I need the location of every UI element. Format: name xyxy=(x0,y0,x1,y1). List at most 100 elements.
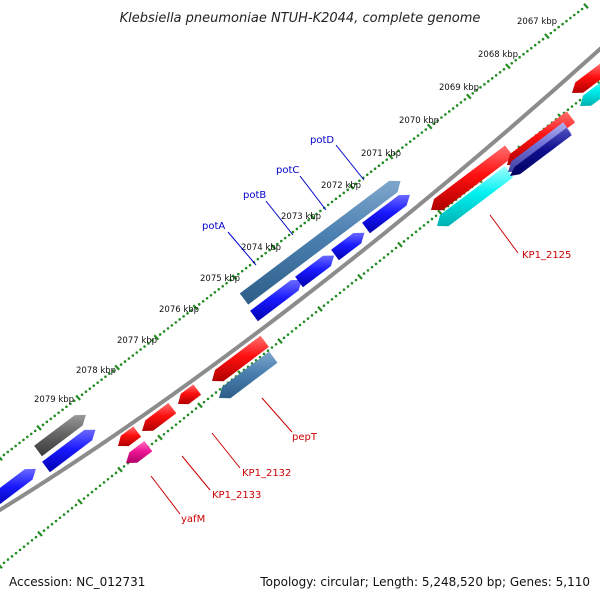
gene-label-potA[interactable]: potA xyxy=(202,221,225,232)
gene-arrow-lavender[interactable] xyxy=(508,122,571,172)
inner-track-minor-tick xyxy=(366,269,370,272)
inner-track-major-tick xyxy=(277,338,283,345)
inner-track-minor-tick xyxy=(422,224,426,227)
outer-track-minor-tick xyxy=(373,167,377,171)
inner-track-minor-tick xyxy=(370,265,374,269)
inner-track-minor-tick xyxy=(434,214,438,218)
gene-arrow-cyan-edge[interactable] xyxy=(580,77,600,106)
gene-arrow-potD[interactable] xyxy=(362,194,410,234)
gene-label-pepT[interactable]: pepT xyxy=(292,432,318,443)
kbp-label-2067: 2067 kbp xyxy=(517,17,557,27)
gene-arrow-potB[interactable] xyxy=(295,255,335,288)
inner-track-minor-tick xyxy=(70,506,74,510)
gene-arrow-pot-operon-steel[interactable] xyxy=(239,180,401,305)
inner-track-minor-tick xyxy=(166,429,170,433)
outer-track-minor-tick xyxy=(237,272,240,276)
gene-arrow-navy[interactable] xyxy=(510,127,572,176)
outer-track-minor-tick xyxy=(264,251,267,255)
inner-track-minor-tick xyxy=(110,474,114,478)
outer-track-minor-tick xyxy=(162,330,166,333)
outer-track-minor-tick xyxy=(287,233,291,237)
leader-yafM xyxy=(150,475,181,515)
outer-track-minor-tick xyxy=(401,146,404,149)
inner-track-minor-tick xyxy=(122,465,126,468)
inner-track-minor-tick xyxy=(114,471,118,475)
inner-track-minor-tick xyxy=(182,416,186,420)
outer-track-minor-tick xyxy=(131,354,135,357)
inner-track-major-tick xyxy=(117,466,123,473)
inner-track-minor-tick xyxy=(402,240,406,243)
outer-track-minor-tick xyxy=(416,134,420,137)
gene-arrow-KP1_2125[interactable] xyxy=(437,166,514,227)
inner-track-minor-tick xyxy=(6,558,10,561)
outer-track-minor-tick xyxy=(299,224,303,228)
outer-track-minor-tick xyxy=(342,191,346,195)
gene-arrow-potC[interactable] xyxy=(331,232,365,261)
outer-track-minor-tick xyxy=(256,257,260,261)
outer-track-minor-tick xyxy=(143,345,146,348)
outer-track-minor-tick xyxy=(490,77,494,80)
inner-track-minor-tick xyxy=(90,490,94,494)
gene-label-KP1_2132[interactable]: KP1_2132 xyxy=(242,468,291,479)
outer-track-major-tick xyxy=(465,93,472,100)
inner-track-minor-tick xyxy=(86,494,90,497)
inner-track-minor-tick xyxy=(574,101,578,105)
outer-track-major-tick xyxy=(544,33,550,40)
outer-track-minor-tick xyxy=(33,429,37,433)
outer-track-minor-tick xyxy=(283,236,287,240)
gene-label-potB[interactable]: potB xyxy=(243,190,266,201)
inner-track-minor-tick xyxy=(350,281,354,285)
gene-arrow-yafM[interactable] xyxy=(126,441,153,463)
gene-arrow-pepT[interactable] xyxy=(219,351,278,399)
outer-track-major-tick xyxy=(387,153,394,160)
outer-track-minor-tick xyxy=(557,25,560,29)
inner-track-minor-tick xyxy=(218,387,222,391)
outer-track-minor-tick xyxy=(319,209,322,213)
gene-arrow-KP1_2133[interactable] xyxy=(142,402,177,431)
outer-track-minor-tick xyxy=(268,248,271,252)
map-title: Klebsiella pneumoniae NTUH-K2044, comple… xyxy=(120,11,481,26)
outer-track-minor-tick xyxy=(57,411,60,415)
gene-arrow-red-upper[interactable] xyxy=(507,111,576,166)
gene-label-KP1_2133[interactable]: KP1_2133 xyxy=(212,490,261,501)
gene-arrow-blue-edge[interactable] xyxy=(0,468,36,507)
gene-arrow-KP1_2132[interactable] xyxy=(178,384,202,405)
inner-track-minor-tick xyxy=(106,477,110,481)
inner-track-minor-tick xyxy=(2,561,6,565)
gene-label-KP1_2125[interactable]: KP1_2125 xyxy=(522,250,571,261)
inner-track-major-tick xyxy=(197,402,203,409)
gene-arrow-gray[interactable] xyxy=(34,414,86,457)
outer-track-minor-tick xyxy=(147,342,150,345)
gene-label-yafM[interactable]: yafM xyxy=(181,514,205,525)
gene-arrow-red-edge[interactable] xyxy=(572,63,600,93)
gene-arrow-red-small[interactable] xyxy=(118,426,142,447)
outer-track-minor-tick xyxy=(26,435,29,439)
outer-track-major-tick xyxy=(505,63,511,70)
outer-track-minor-tick xyxy=(576,10,580,14)
outer-track-major-tick xyxy=(75,394,81,401)
outer-track-minor-tick xyxy=(447,110,451,113)
outer-track-minor-tick xyxy=(385,158,389,161)
outer-track-minor-tick xyxy=(88,387,92,390)
outer-track-minor-tick xyxy=(178,318,182,321)
inner-track-minor-tick xyxy=(322,304,326,308)
gene-arrow-red-mid[interactable] xyxy=(212,335,269,382)
leader-potC xyxy=(299,175,327,211)
gene-label-potC[interactable]: potC xyxy=(276,165,299,176)
outer-track-minor-tick xyxy=(502,67,506,71)
gene-arrow-potA[interactable] xyxy=(250,279,302,322)
inner-track-major-tick xyxy=(37,530,43,537)
gene-label-potD[interactable]: potD xyxy=(310,135,334,146)
outer-track-minor-tick xyxy=(518,55,521,59)
gene-arrow-KP1_2124[interactable] xyxy=(431,145,514,211)
gene-arrow-blue-left[interactable] xyxy=(42,429,96,473)
inner-track-minor-tick xyxy=(18,548,22,552)
inner-track-minor-tick xyxy=(98,484,102,487)
outer-track-minor-tick xyxy=(408,140,412,143)
outer-track-minor-tick xyxy=(84,390,88,394)
inner-track-minor-tick xyxy=(162,432,166,436)
inner-track-minor-tick xyxy=(374,262,378,266)
genome-backbone xyxy=(0,46,600,513)
outer-track-minor-tick xyxy=(65,405,68,409)
inner-track-minor-tick xyxy=(566,108,570,112)
